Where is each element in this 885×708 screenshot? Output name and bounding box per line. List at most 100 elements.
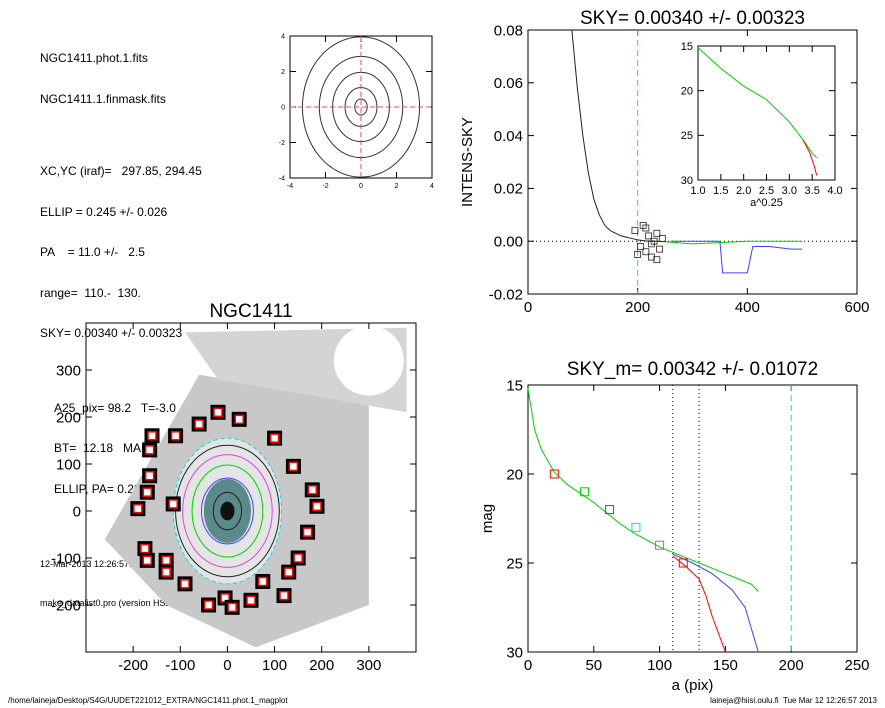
image-mask-marker xyxy=(139,484,155,500)
intens-point xyxy=(642,248,650,256)
intens-point xyxy=(656,245,663,253)
intens-point xyxy=(647,240,655,248)
image-xtick-label: 200 xyxy=(309,657,334,674)
inset-xtick-label: 1.0 xyxy=(690,185,705,197)
image-frame xyxy=(85,322,417,653)
info-file2: NGC1411.1.finmask.fits xyxy=(40,91,166,106)
image-mask-marker xyxy=(191,416,207,432)
image-mask-marker xyxy=(285,458,301,474)
image-mask-marker-inner xyxy=(168,499,178,509)
mag-ytick-label: 30 xyxy=(506,644,523,661)
image-xtick-label: -200 xyxy=(118,657,148,674)
image-isophote xyxy=(191,464,264,558)
intens-point xyxy=(631,227,639,235)
inset-xtick-label: 3.0 xyxy=(782,185,797,197)
intens-point xyxy=(637,243,644,250)
inset-xlabel: a^0.25 xyxy=(750,197,783,209)
contour-xtick-label: 4 xyxy=(430,183,434,190)
intens-xtick-label: 400 xyxy=(735,299,760,316)
mag-xtick-label: 200 xyxy=(779,657,804,674)
image-mask-marker-inner xyxy=(246,595,256,606)
contour-xtick-label: 0 xyxy=(359,183,363,190)
mag-xtick-label: 250 xyxy=(844,657,869,674)
image-mask-marker-inner xyxy=(142,555,153,566)
image-mask-marker xyxy=(281,564,297,580)
contour-xtick-label: -2 xyxy=(322,183,328,190)
image-mask-marker-inner xyxy=(293,553,303,563)
image-mask-marker xyxy=(177,576,193,592)
image-mask-marker xyxy=(309,498,325,514)
intens-ytick-label: 0.04 xyxy=(494,128,523,145)
image-ytick-label: 200 xyxy=(56,409,81,426)
contour-xtick-label: -4 xyxy=(287,183,293,190)
contour-ytick-label: 0 xyxy=(281,104,285,111)
contour-ytick-label: 4 xyxy=(281,33,285,40)
intens-point xyxy=(658,235,666,242)
intens-point xyxy=(634,250,642,258)
contour-ytick-label: 2 xyxy=(281,69,285,76)
image-mask-marker-inner xyxy=(213,407,223,418)
intens-series-line xyxy=(659,240,803,245)
image-mask-marker xyxy=(144,428,160,444)
intens-ytick-label: 0.06 xyxy=(494,75,523,92)
image-mask-marker xyxy=(243,592,259,608)
image-xtick-label: 300 xyxy=(356,657,381,674)
info-ellip: ELLIP = 0.245 +/- 0.026 xyxy=(40,204,168,219)
image-mask-marker-inner xyxy=(142,487,153,497)
intens-xtick-label: 0 xyxy=(524,299,532,316)
image-isophote xyxy=(201,477,254,545)
image-ytick-label: 0 xyxy=(73,503,81,520)
mag-xtick-label: 100 xyxy=(647,657,672,674)
contour-ytick-label: -2 xyxy=(279,140,285,147)
info-sky: SKY= 0.00340 +/- 0.00323 xyxy=(40,326,183,340)
image-ytick-label: 100 xyxy=(56,456,81,473)
image-mask-marker xyxy=(231,411,247,427)
mag-xtick-label: 0 xyxy=(524,657,532,674)
info-range: range= 110.- 130. xyxy=(40,285,141,300)
image-mask-marker xyxy=(165,496,181,512)
mag-xlabel: a (pix) xyxy=(672,677,714,694)
contour-xtick-label: 2 xyxy=(395,183,399,190)
inset-xtick-label: 4.0 xyxy=(827,185,842,197)
mag-xtick-label: 50 xyxy=(585,657,602,674)
image-ytick-label: -200 xyxy=(51,597,81,614)
intens-ytick-label: 0.02 xyxy=(494,181,523,198)
intens-xtick-label: 600 xyxy=(844,299,869,316)
mag-point xyxy=(605,505,615,515)
image-mask-marker xyxy=(300,524,316,540)
image-mask-marker-inner xyxy=(234,414,244,425)
image-mask-marker-inner xyxy=(269,433,280,443)
image-mask-marker-inner xyxy=(258,576,268,587)
mag-series-line xyxy=(527,388,759,592)
image-mask-marker-inner xyxy=(133,503,143,514)
inset-series-line xyxy=(802,139,818,176)
image-mask-marker-inner xyxy=(170,431,181,441)
image-mask-marker xyxy=(276,588,292,604)
intens-point xyxy=(642,224,650,232)
image-mask-marker xyxy=(142,442,158,458)
image-mask-marker-inner xyxy=(161,555,171,566)
inset-series-line xyxy=(697,47,818,159)
image-isophote xyxy=(182,454,273,568)
image-mask-marker xyxy=(139,552,155,568)
image-mask-marker xyxy=(158,564,174,580)
intens-xtick-label: 200 xyxy=(625,299,650,316)
image-mask-marker-inner xyxy=(283,567,294,577)
image-mask-marker-inner xyxy=(144,445,155,455)
image-mask-marker-inner xyxy=(302,527,313,537)
inset-ytick-label: 20 xyxy=(681,86,693,98)
image-isophote xyxy=(212,491,243,531)
image-title: NGC1411 xyxy=(209,301,292,322)
inset-xtick-label: 1.5 xyxy=(713,185,728,197)
info-date: 12-Mar-2013 12:26:57.00 xyxy=(40,559,142,569)
intens-point xyxy=(653,256,661,264)
mag-ylabel: mag xyxy=(479,504,496,533)
intens-ytick-label: 0.00 xyxy=(494,233,523,250)
mag-ytick-label: 25 xyxy=(506,555,523,572)
inset-xtick-label: 2.0 xyxy=(736,185,751,197)
intens-title: SKY= 0.00340 +/- 0.00323 xyxy=(580,8,805,29)
image-mask-marker xyxy=(210,404,226,420)
mag-ytick-label: 20 xyxy=(506,466,523,483)
image-mask-marker-inner xyxy=(312,501,322,512)
image-mask-marker-inner xyxy=(180,579,190,589)
